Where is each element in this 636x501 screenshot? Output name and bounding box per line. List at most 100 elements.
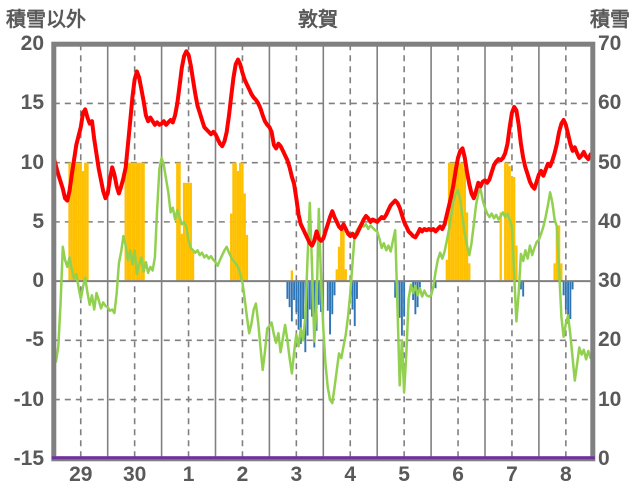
- orange-bars-bar: [75, 162, 78, 282]
- orange-bars-bar: [68, 162, 71, 282]
- blue-bars-bar: [398, 281, 401, 318]
- left-axis-tick: 0: [32, 269, 44, 293]
- orange-bars-bar: [243, 193, 246, 282]
- red-line: [51, 49, 595, 248]
- blue-bars-bar: [286, 281, 289, 299]
- orange-bars-bar: [135, 162, 139, 282]
- orange-bars-bar: [513, 176, 516, 282]
- right-axis-tick: 50: [598, 150, 622, 174]
- x-axis-day-label: 2: [236, 463, 249, 486]
- x-axis-day-label: 1: [182, 463, 195, 486]
- orange-bars-bar: [187, 182, 190, 282]
- blue-bars-bar: [351, 281, 354, 310]
- left-axis-tick: 20: [20, 32, 44, 56]
- right-axis-tick: 40: [598, 209, 622, 233]
- blue-bars-bar: [564, 281, 567, 310]
- blue-bars-bar: [562, 281, 565, 296]
- orange-bars-bar: [126, 162, 130, 282]
- orange-bars-bar: [232, 162, 235, 282]
- orange-bars-bar: [72, 162, 76, 282]
- orange-bars-bar: [70, 162, 73, 282]
- right-axis-tick: 0: [598, 446, 610, 470]
- blue-bars-bar: [306, 281, 309, 336]
- blue-bars-bar: [414, 281, 417, 315]
- orange-bars-bar: [81, 170, 85, 282]
- orange-bars-bar: [79, 162, 82, 282]
- blue-bars-bar: [317, 281, 320, 305]
- right-axis-tick: 10: [598, 387, 622, 411]
- orange-bars-bar: [452, 162, 455, 282]
- orange-bars-bar: [178, 162, 181, 282]
- orange-bars-bar: [124, 162, 127, 282]
- blue-bars-bar: [293, 281, 296, 301]
- x-axis-day-label: 4: [344, 463, 357, 486]
- x-axis-day-label: 7: [506, 463, 518, 486]
- orange-bars-bar: [133, 162, 136, 282]
- blue-bars-bar: [356, 281, 358, 299]
- orange-bars-bar: [445, 259, 448, 282]
- blue-bars-bar: [394, 281, 397, 298]
- blue-bars-bar: [295, 281, 298, 312]
- orange-bars-bar: [140, 162, 143, 282]
- blue-bars-bar: [329, 281, 331, 335]
- x-axis-day-label: 3: [290, 463, 303, 486]
- blue-bars-bar: [326, 281, 329, 311]
- left-axis-tick: 10: [20, 150, 44, 174]
- left-axis-tick: 15: [20, 91, 44, 115]
- orange-bars-bar: [180, 233, 183, 282]
- x-axis-day-label: 6: [452, 463, 464, 486]
- orange-bars-bar: [239, 162, 242, 282]
- orange-bars-bar: [468, 263, 471, 282]
- orange-bars-bar: [234, 162, 237, 282]
- orange-bars-bar: [499, 212, 502, 282]
- left-axis-tick: -5: [25, 328, 44, 352]
- blue-bars-bar: [302, 281, 305, 320]
- chart-title: 敦賀: [298, 9, 338, 31]
- blue-bars-bar: [403, 281, 406, 317]
- blue-bars-bar: [567, 281, 570, 324]
- orange-bars-bar: [142, 162, 145, 282]
- blue-bars-bar: [331, 281, 334, 315]
- orange-bars-bar: [86, 162, 89, 282]
- orange-bars-bar: [241, 162, 244, 282]
- blue-bars-bar: [522, 281, 525, 297]
- orange-bars-bar: [182, 182, 186, 282]
- blue-bars-bar: [308, 281, 311, 310]
- blue-bars-bar: [519, 281, 522, 290]
- orange-bars-bar: [504, 162, 507, 282]
- orange-bars-bar: [176, 162, 179, 282]
- orange-bars-bar: [344, 269, 347, 282]
- orange-bars-bar: [560, 263, 563, 282]
- orange-bars-bar: [191, 251, 195, 282]
- right-axis-tick: 30: [598, 269, 622, 293]
- right-axis-tick: 20: [598, 328, 622, 352]
- right-axis-title: 積雪: [590, 9, 630, 31]
- orange-bars-bar: [245, 234, 249, 282]
- orange-bars-bar: [77, 162, 80, 282]
- right-axis-tick: 60: [598, 91, 622, 115]
- blue-bars-bar: [571, 281, 574, 290]
- blue-bars-bar: [353, 281, 356, 327]
- green-line: [52, 156, 595, 405]
- blue-bars-bar: [288, 281, 291, 308]
- orange-bars-bar: [230, 213, 233, 282]
- orange-bars-bar: [340, 225, 343, 282]
- x-axis-day-label: 29: [69, 463, 93, 486]
- left-axis-tick: 5: [32, 209, 44, 233]
- orange-bars-bar: [131, 162, 134, 282]
- orange-bars-bar: [335, 269, 338, 282]
- x-axis-day-label: 5: [398, 463, 410, 486]
- orange-bars-bar: [456, 162, 460, 282]
- orange-bars-bar: [515, 245, 518, 282]
- orange-bars-bar: [342, 225, 345, 282]
- blue-bars-bar: [400, 281, 403, 336]
- orange-bars-bar: [337, 246, 341, 282]
- orange-bars-bar: [189, 182, 192, 282]
- orange-bars-bar: [553, 263, 556, 282]
- blue-bars-bar: [290, 281, 293, 322]
- left-axis-title: 積雪以外: [6, 9, 86, 31]
- blue-bars-bar: [333, 281, 336, 296]
- x-axis-day-label: 30: [122, 463, 147, 486]
- orange-bars-bar: [459, 162, 462, 282]
